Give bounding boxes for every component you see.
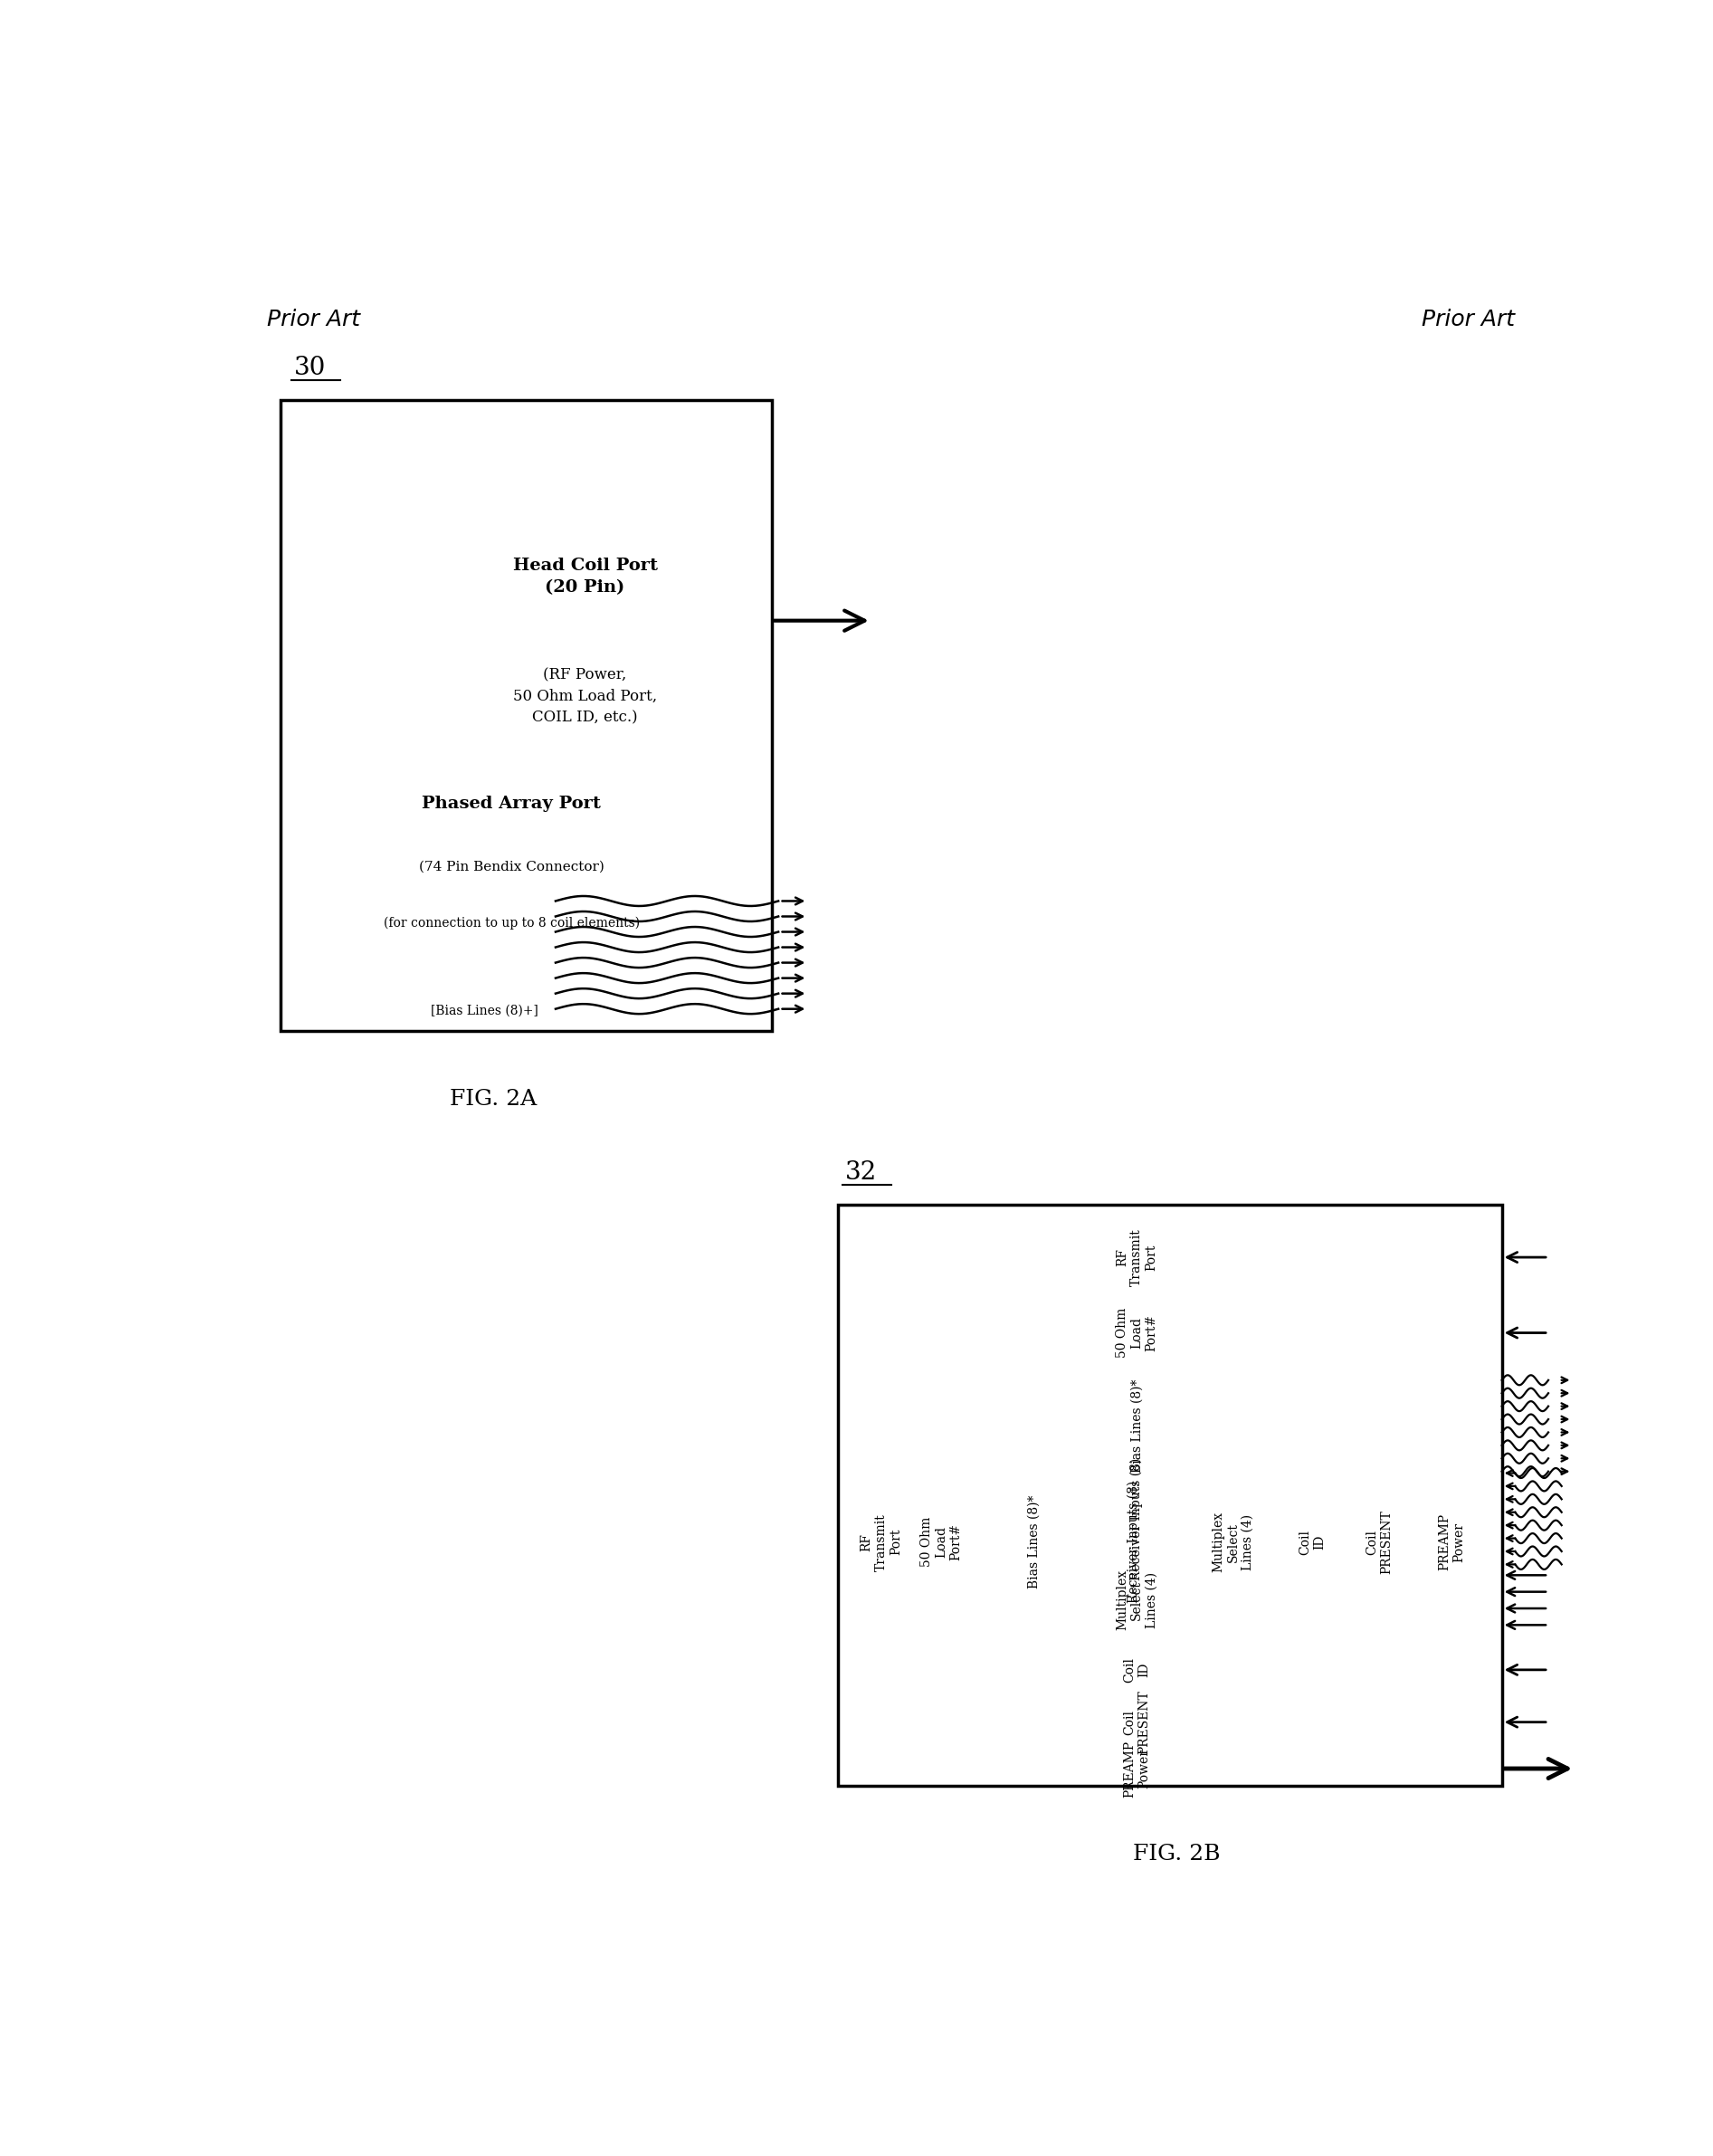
Text: Bias Lines (8)*: Bias Lines (8)* bbox=[1028, 1496, 1040, 1589]
Text: Bias Lines (8)*: Bias Lines (8)* bbox=[1131, 1380, 1143, 1473]
Text: Prior Art: Prior Art bbox=[267, 308, 360, 330]
Text: Receiver Inputs (8): Receiver Inputs (8) bbox=[1127, 1481, 1139, 1604]
Text: Coil
PRESENT: Coil PRESENT bbox=[1124, 1690, 1151, 1755]
Text: Multiplex
Select
Lines (4): Multiplex Select Lines (4) bbox=[1115, 1570, 1158, 1630]
Text: [Bias Lines (8)+]: [Bias Lines (8)+] bbox=[432, 1005, 538, 1018]
Text: Coil
PRESENT: Coil PRESENT bbox=[1365, 1509, 1393, 1574]
Text: 30: 30 bbox=[295, 356, 325, 379]
Text: Coil
ID: Coil ID bbox=[1124, 1658, 1151, 1682]
Text: (for connection to up to 8 coil elements): (for connection to up to 8 coil elements… bbox=[384, 916, 639, 929]
FancyBboxPatch shape bbox=[281, 399, 771, 1031]
FancyBboxPatch shape bbox=[838, 1205, 1502, 1785]
Text: FIG. 2B: FIG. 2B bbox=[1132, 1843, 1220, 1865]
Text: Receiver Inputs (8): Receiver Inputs (8) bbox=[1131, 1457, 1143, 1580]
Text: PREAMP
Power: PREAMP Power bbox=[1439, 1514, 1466, 1570]
Text: PREAMP
Power: PREAMP Power bbox=[1124, 1740, 1151, 1798]
Text: Multiplex
Select
Lines (4): Multiplex Select Lines (4) bbox=[1213, 1511, 1254, 1572]
Text: Phased Array Port: Phased Array Port bbox=[421, 796, 601, 811]
Text: FIG. 2A: FIG. 2A bbox=[449, 1089, 536, 1110]
Text: Head Coil Port
(20 Pin): Head Coil Port (20 Pin) bbox=[512, 558, 658, 595]
Text: (74 Pin Bendix Connector): (74 Pin Bendix Connector) bbox=[418, 860, 605, 873]
Text: Coil
ID: Coil ID bbox=[1298, 1529, 1326, 1554]
Text: Prior Art: Prior Art bbox=[1422, 308, 1516, 330]
Text: 32: 32 bbox=[845, 1160, 877, 1186]
Text: (RF Power,
50 Ohm Load Port,
COIL ID, etc.): (RF Power, 50 Ohm Load Port, COIL ID, et… bbox=[514, 666, 658, 724]
Text: RF
Transmit
Port: RF Transmit Port bbox=[860, 1514, 903, 1572]
Text: 50 Ohm
Load
Port#: 50 Ohm Load Port# bbox=[1115, 1309, 1158, 1358]
Text: 50 Ohm
Load
Port#: 50 Ohm Load Port# bbox=[920, 1518, 963, 1567]
Text: RF
Transmit
Port: RF Transmit Port bbox=[1115, 1229, 1158, 1287]
